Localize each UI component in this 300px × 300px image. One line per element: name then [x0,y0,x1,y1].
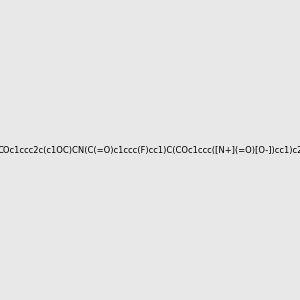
Text: COc1ccc2c(c1OC)CN(C(=O)c1ccc(F)cc1)C(COc1ccc([N+](=O)[O-])cc1)c2: COc1ccc2c(c1OC)CN(C(=O)c1ccc(F)cc1)C(COc… [0,146,300,154]
